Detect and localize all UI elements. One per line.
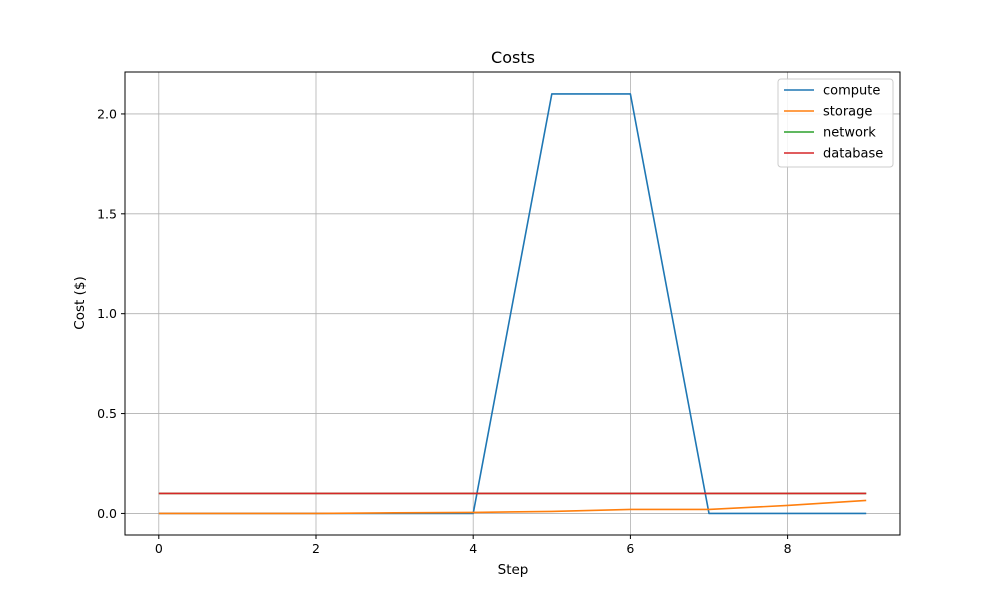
plot-frame — [124, 71, 901, 536]
y-tick-label: 1.5 — [97, 206, 117, 221]
x-tick-label: 0 — [155, 541, 163, 556]
legend: compute storage network database — [777, 78, 894, 168]
y-tick-label: 2.0 — [97, 106, 117, 121]
legend-label-network: network — [823, 126, 876, 141]
x-tick-label: 8 — [784, 541, 792, 556]
x-axis-label: Step — [498, 562, 529, 578]
legend-label-compute: compute — [823, 84, 880, 99]
y-tick-label: 0.5 — [97, 406, 117, 421]
y-tick-label: 0.0 — [97, 506, 117, 521]
legend-box — [777, 78, 894, 168]
x-tick-label: 6 — [626, 541, 634, 556]
chart-title: Costs — [491, 48, 535, 67]
x-tick-label: 2 — [312, 541, 320, 556]
series-line-storage — [158, 499, 867, 515]
legend-label-storage: storage — [823, 105, 872, 120]
x-tick-label: 4 — [469, 541, 477, 556]
series-lines — [158, 93, 867, 515]
y-tick-label: 1.0 — [97, 306, 117, 321]
legend-label-database: database — [823, 147, 883, 162]
grid — [125, 72, 900, 535]
axis-ticks: 0 2 4 6 8 0.0 0.5 1.0 1.5 2.0 — [97, 106, 792, 556]
y-axis-label: Cost ($) — [72, 276, 88, 329]
